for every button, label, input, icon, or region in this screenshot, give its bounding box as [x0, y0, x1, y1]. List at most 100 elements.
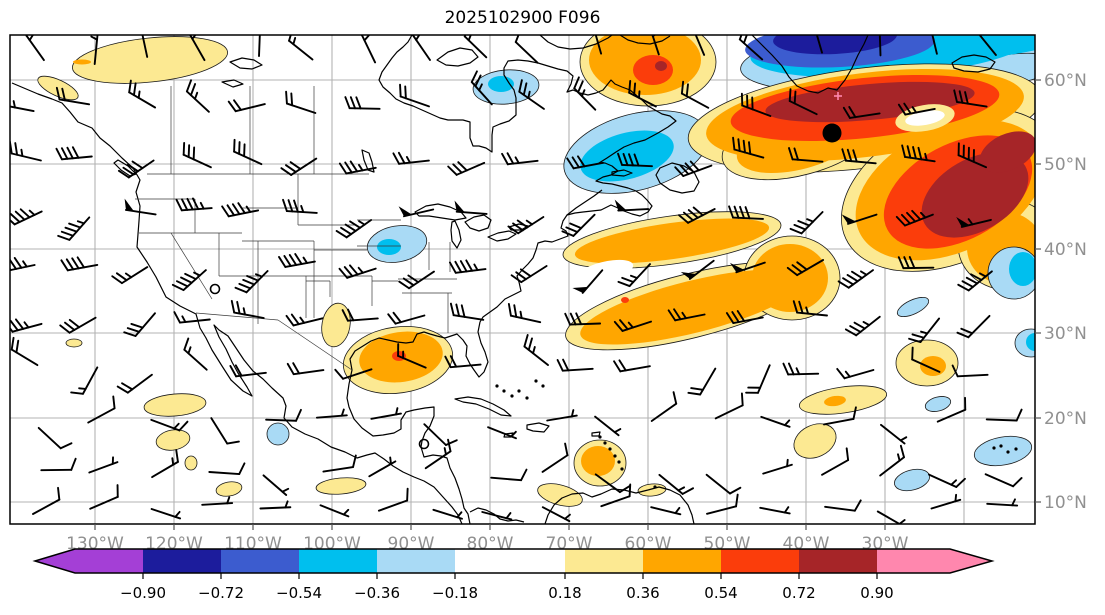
barb-full	[729, 486, 742, 495]
barb-full	[349, 96, 357, 110]
coastline-path	[436, 47, 479, 67]
barb-staff	[985, 418, 1018, 422]
wind-barb	[760, 415, 791, 428]
wind-barb	[782, 362, 820, 376]
barb-half	[630, 274, 639, 279]
barb-full	[68, 318, 81, 329]
wind-barb	[738, 35, 764, 61]
barb-full	[853, 321, 866, 330]
coastline-path	[361, 149, 375, 173]
colorbar-tick-label: 0.90	[860, 584, 893, 602]
wind-barb	[188, 35, 206, 62]
barb-half	[527, 90, 531, 99]
barb-full	[465, 259, 474, 272]
barb-staff	[541, 454, 569, 473]
barb-half	[967, 218, 974, 226]
anomaly-region-alaska-yukon-positive	[37, 36, 229, 348]
wind-barb	[10, 318, 43, 333]
barb-full	[742, 139, 746, 154]
wind-barb	[879, 444, 905, 477]
barb-full	[71, 146, 80, 159]
barb-full	[14, 210, 26, 221]
colorbar-band	[565, 549, 643, 573]
wind-barb	[573, 76, 597, 111]
coastline-path	[508, 223, 529, 231]
barb-full	[60, 147, 69, 160]
barb-full	[352, 454, 357, 469]
wind-barb	[650, 391, 678, 422]
lat-tick-label: 30°N	[1044, 324, 1087, 344]
barb-full	[55, 147, 63, 161]
coastline-path	[611, 169, 633, 177]
barb-full	[289, 161, 302, 170]
barb-full	[0, 94, 6, 106]
barb-full	[355, 96, 362, 110]
colorbar-tick-label: 0.54	[704, 584, 737, 602]
barb-full	[680, 80, 685, 95]
barb-full	[71, 257, 80, 270]
barb-full	[70, 457, 77, 471]
barb-full	[191, 197, 200, 211]
wind-barb	[344, 96, 381, 110]
wind-barb	[151, 449, 179, 479]
barb-full	[191, 35, 201, 40]
barb-full	[173, 311, 181, 324]
barb-full	[846, 148, 853, 163]
barb-staff	[911, 358, 941, 373]
barb-half	[187, 346, 192, 355]
wind-barb	[628, 80, 657, 108]
wind-barb	[564, 312, 602, 326]
barb-half	[860, 270, 868, 276]
contour-band	[377, 239, 401, 255]
barb-staff	[714, 404, 744, 420]
wind-barb	[128, 79, 157, 109]
barb-full	[633, 82, 637, 97]
barb-half	[694, 28, 700, 33]
barb-full	[899, 444, 905, 459]
barb-half	[514, 156, 520, 164]
barb-full	[844, 328, 858, 337]
barb-full	[402, 277, 415, 287]
barb-full	[633, 153, 640, 167]
barb-full	[798, 300, 804, 315]
barb-half	[254, 273, 263, 278]
barb-full	[628, 483, 632, 498]
barb-half	[193, 271, 201, 277]
barb-full	[406, 487, 409, 502]
contour-band	[979, 131, 1035, 173]
barb-full	[897, 103, 907, 116]
barb-full	[648, 18, 660, 26]
barb-full	[457, 161, 468, 172]
barb-half	[300, 204, 305, 214]
barb-full	[192, 146, 196, 161]
barb-full	[788, 147, 794, 161]
barb-staff	[403, 208, 435, 218]
barb-full	[569, 222, 583, 230]
barb-full	[967, 146, 970, 161]
wind-barb	[759, 506, 791, 515]
barb-full	[793, 90, 797, 105]
contour-band	[655, 61, 667, 71]
wind-barb	[930, 493, 962, 510]
contour-band	[215, 481, 243, 497]
barb-full	[447, 438, 452, 453]
barb-full	[171, 283, 185, 292]
barb-pennant	[730, 262, 744, 273]
barb-half	[473, 263, 479, 272]
barb-full	[398, 280, 410, 290]
barb-staff	[984, 473, 1015, 488]
barb-full	[571, 156, 580, 169]
contour-band	[905, 110, 945, 126]
barb-half	[242, 307, 246, 316]
barb-full	[565, 226, 579, 233]
barb-full	[186, 197, 194, 211]
wind-barb	[953, 89, 988, 108]
barb-half	[137, 90, 141, 99]
barb-full	[180, 276, 193, 284]
barb-half	[284, 500, 289, 509]
coastline-path	[751, 35, 869, 94]
wind-barb	[650, 506, 682, 516]
barb-full	[183, 337, 190, 351]
barb-full	[59, 442, 73, 450]
barb-full	[569, 312, 577, 326]
